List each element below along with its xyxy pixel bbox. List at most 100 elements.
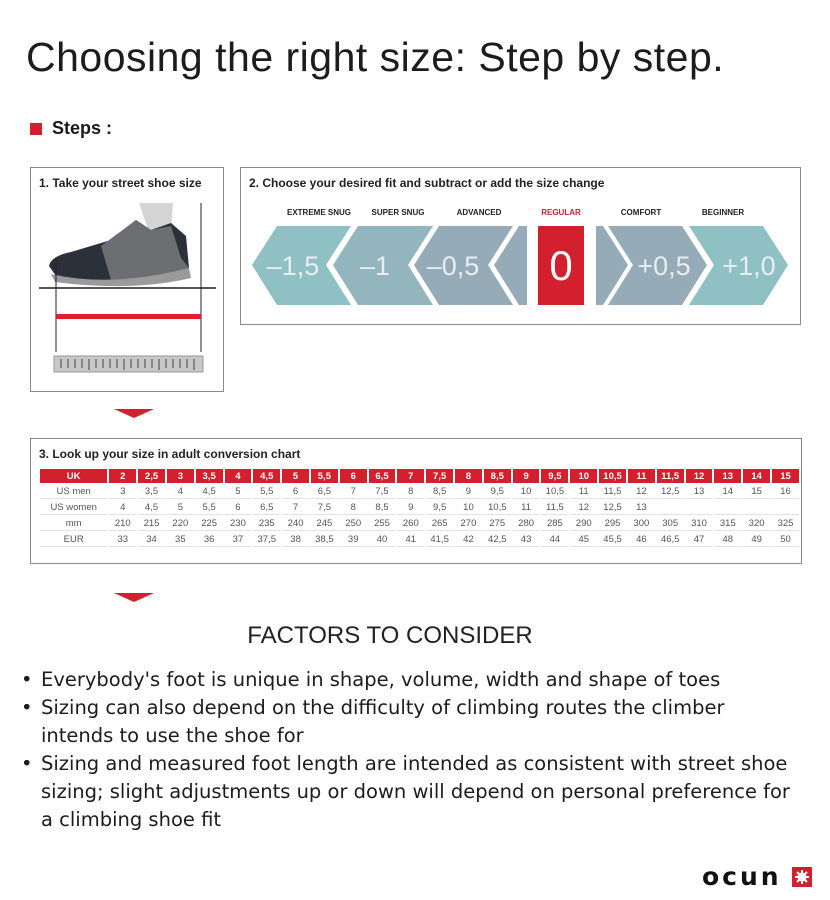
table-cell: 10: [512, 484, 540, 499]
table-cell: 9,5: [483, 484, 511, 499]
table-cell: 260: [397, 516, 425, 531]
table-cell: 6: [282, 484, 309, 499]
table-cell: 5,5: [253, 484, 281, 499]
table-header-row: UK 2 2,5 3 3,5 4 4,5 5 5,5 6 6,5 7 7,5 8 8,5 9 9,5 10 10,5…: [40, 469, 799, 483]
table-cell: 320: [743, 516, 770, 531]
factors-heading: FACTORS TO CONSIDER: [247, 622, 533, 649]
table-cell: 37,5: [253, 532, 281, 547]
table-cell: 11,5: [541, 500, 569, 515]
table-cell: 235: [253, 516, 281, 531]
factor-item: Sizing can also depend on the difficulty…: [20, 694, 790, 750]
table-cell: 300: [627, 516, 655, 531]
table-cell: 9: [397, 500, 425, 515]
chevron-advanced: [414, 226, 513, 305]
table-cell: 38: [282, 532, 309, 547]
header-cell: 10,5: [599, 469, 626, 483]
fit-label-comfort: COMFORT: [620, 208, 662, 217]
size-conversion-table: UK 2 2,5 3 3,5 4 4,5 5 5,5 6 6,5 7 7,5 8 8,5 9 9,5 10 10,5…: [38, 468, 801, 548]
table-cell: 8: [339, 500, 367, 515]
header-cell: 15: [772, 469, 799, 483]
table-cell: 5: [224, 484, 252, 499]
table-cell: 7: [282, 500, 309, 515]
table-cell: 280: [512, 516, 540, 531]
table-cell: 220: [166, 516, 194, 531]
header-cell: 13: [714, 469, 742, 483]
table-cell: 46,5: [656, 532, 684, 547]
table-cell: 10,5: [541, 484, 569, 499]
regular-block: [538, 226, 584, 305]
table-cell: [772, 500, 799, 515]
table-cell: 10,5: [483, 500, 511, 515]
header-cell: 3,5: [195, 469, 223, 483]
step1-panel: 1. Take your street shoe size: [30, 167, 224, 392]
header-cell: 12: [685, 469, 713, 483]
table-cell: 5,5: [195, 500, 223, 515]
table-cell: 8,5: [368, 500, 396, 515]
factor-item: Sizing and measured foot length are inte…: [20, 750, 790, 834]
table-cell: 45,5: [599, 532, 626, 547]
table-cell: 8,5: [426, 484, 454, 499]
table-cell: 3: [109, 484, 137, 499]
logo-mark-icon: [791, 866, 812, 887]
fit-value-beginner: +1,0: [722, 251, 775, 281]
table-cell: 5: [166, 500, 194, 515]
table-cell: [685, 500, 713, 515]
table-cell: 285: [541, 516, 569, 531]
header-cell: 8,5: [483, 469, 511, 483]
header-cell: 3: [166, 469, 194, 483]
table-cell: 245: [310, 516, 338, 531]
header-cell: 11,5: [656, 469, 684, 483]
table-cell: 225: [195, 516, 223, 531]
table-cell: 43: [512, 532, 540, 547]
table-cell: 255: [368, 516, 396, 531]
fit-value-extreme-snug: –1,5: [267, 251, 320, 281]
table-cell: 33: [109, 532, 137, 547]
table-cell: 325: [772, 516, 799, 531]
table-cell: [743, 500, 770, 515]
step3-panel: 3. Look up your size in adult conversion…: [30, 438, 802, 564]
header-cell: 10: [570, 469, 598, 483]
table-cell: 210: [109, 516, 137, 531]
header-cell: 5: [282, 469, 309, 483]
header-cell: 5,5: [310, 469, 338, 483]
header-cell: 9: [512, 469, 540, 483]
page-title: Choosing the right size: Step by step.: [26, 34, 725, 80]
table-row: EUR 33 34 35 36 37 37,5 38 38,5 39 40 41 41,5 42 42,5 4…: [40, 532, 799, 547]
table-cell: 310: [685, 516, 713, 531]
chevron-beginner: [689, 226, 788, 305]
chevron-comfort: [608, 226, 707, 305]
table-cell: 11: [512, 500, 540, 515]
table-cell: 240: [282, 516, 309, 531]
header-cell: 8: [455, 469, 482, 483]
table-cell: 45: [570, 532, 598, 547]
table-cell: 13: [685, 484, 713, 499]
table-cell: 250: [339, 516, 367, 531]
table-cell: 7: [339, 484, 367, 499]
table-cell: 41,5: [426, 532, 454, 547]
table-cell: 41: [397, 532, 425, 547]
table-cell: 12,5: [656, 484, 684, 499]
table-cell: 10: [455, 500, 482, 515]
header-cell: 11: [627, 469, 655, 483]
table-cell: 305: [656, 516, 684, 531]
ocun-logo: ocun: [702, 862, 812, 891]
table-cell: 44: [541, 532, 569, 547]
header-cell: 4,5: [253, 469, 281, 483]
table-cell: 6,5: [310, 484, 338, 499]
table-cell: 15: [743, 484, 770, 499]
table-cell: 42,5: [483, 532, 511, 547]
table-cell: 35: [166, 532, 194, 547]
header-cell: 2: [109, 469, 137, 483]
table-cell: 16: [772, 484, 799, 499]
chevron-super-snug: [333, 226, 433, 305]
table-cell: 4: [109, 500, 137, 515]
table-cell: 42: [455, 532, 482, 547]
row-label: US men: [40, 484, 108, 499]
table-cell: 295: [599, 516, 626, 531]
table-cell: 47: [685, 532, 713, 547]
fit-value-super-snug: –1: [360, 251, 390, 281]
fit-label-advanced: ADVANCED: [456, 208, 502, 217]
header-cell: 2,5: [138, 469, 165, 483]
table-row: mm 210 215 220 225 230 235 240 245 250 255 260 265 27…: [40, 516, 799, 531]
steps-heading: Steps :: [30, 118, 112, 139]
